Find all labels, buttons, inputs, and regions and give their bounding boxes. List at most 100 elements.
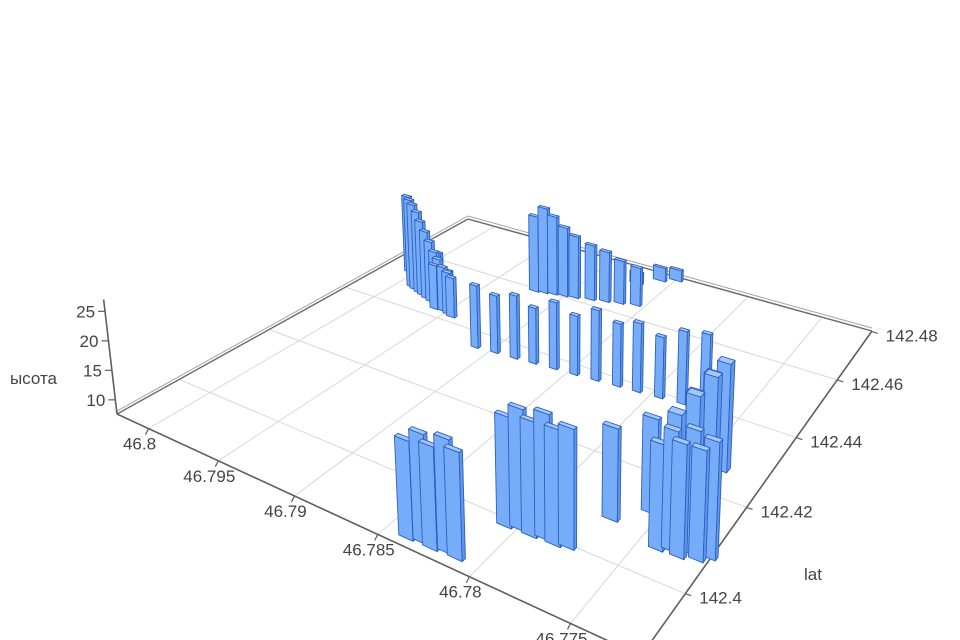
bar-face[interactable] — [401, 193, 412, 198]
bar-face[interactable] — [629, 265, 642, 307]
bar-face[interactable] — [632, 319, 645, 325]
bar-face[interactable] — [704, 433, 724, 444]
bar-face[interactable] — [537, 204, 551, 210]
bar-face[interactable] — [527, 304, 539, 310]
bar-face[interactable] — [546, 214, 558, 296]
bar-face[interactable] — [431, 255, 444, 261]
bar-face[interactable] — [568, 234, 579, 300]
bar3d-middle-row[interactable] — [631, 319, 645, 394]
bar-face[interactable] — [508, 291, 520, 297]
bar-face[interactable] — [664, 266, 668, 283]
bar-face[interactable] — [584, 241, 598, 247]
bar-face[interactable] — [452, 276, 458, 319]
bar-face[interactable] — [548, 298, 560, 304]
bar-face[interactable] — [441, 269, 453, 275]
bar-face[interactable] — [681, 269, 684, 283]
bar-face[interactable] — [590, 308, 600, 382]
bar3d-back-street[interactable] — [568, 232, 582, 300]
bar-face[interactable] — [704, 368, 723, 379]
bar-face[interactable] — [535, 306, 540, 365]
bar-face[interactable] — [408, 426, 428, 436]
bar-face[interactable] — [469, 281, 480, 287]
bar-face[interactable] — [537, 206, 549, 295]
bar-face[interactable] — [663, 423, 683, 433]
bar-face[interactable] — [573, 426, 578, 551]
bar-face[interactable] — [630, 263, 644, 269]
bar-face[interactable] — [403, 197, 415, 202]
bar3d-middle-row[interactable] — [569, 311, 581, 377]
bar-face[interactable] — [423, 238, 435, 243]
bar-face[interactable] — [557, 420, 578, 430]
bar3d-south-singles[interactable] — [601, 420, 622, 523]
bar-face[interactable] — [593, 244, 598, 302]
bar-face[interactable] — [655, 332, 667, 339]
bar-face[interactable] — [406, 201, 418, 206]
bar3d-back-street[interactable] — [557, 224, 571, 298]
bar-face[interactable] — [546, 213, 560, 218]
bar-face[interactable] — [428, 248, 440, 254]
bar3d-middle-row[interactable] — [548, 298, 560, 371]
bar-face[interactable] — [433, 431, 453, 441]
bar3d-middle-row[interactable] — [508, 291, 521, 360]
bar-face[interactable] — [608, 250, 612, 304]
bar-face[interactable] — [548, 300, 558, 371]
bar-face[interactable] — [556, 300, 560, 371]
bar3d-northwest-tall-row[interactable] — [444, 274, 458, 319]
bar-face[interactable] — [528, 214, 540, 293]
bar3d-middle-row[interactable] — [653, 332, 667, 400]
bar3d-southeast-cluster[interactable] — [668, 435, 691, 561]
bar-face[interactable] — [527, 305, 537, 365]
bar-face[interactable] — [639, 266, 644, 307]
bar3d-back-street-extension[interactable] — [613, 257, 627, 305]
bar-face[interactable] — [443, 443, 463, 454]
bar-face[interactable] — [691, 442, 711, 452]
bar-face[interactable] — [613, 258, 625, 305]
bar-face[interactable] — [653, 263, 668, 270]
bar-face[interactable] — [599, 249, 610, 304]
bar-face[interactable] — [584, 243, 596, 302]
bar-face[interactable] — [686, 387, 706, 398]
bar3d-middle-row[interactable] — [527, 304, 540, 365]
bar3d-south-cluster-1[interactable] — [443, 443, 466, 563]
bar-face[interactable] — [569, 313, 578, 377]
bar-face[interactable] — [557, 225, 569, 298]
bar3d-back-street-extension[interactable] — [629, 263, 644, 307]
bar-face[interactable] — [496, 294, 501, 355]
bar-face[interactable] — [508, 293, 518, 360]
bar-face[interactable] — [701, 330, 714, 336]
bar-face[interactable] — [623, 259, 627, 305]
bar-face[interactable] — [436, 263, 448, 269]
bar-face[interactable] — [590, 306, 603, 312]
bar-face[interactable] — [598, 308, 603, 382]
bar3d-flat-bars-back[interactable] — [668, 265, 684, 283]
bar-face[interactable] — [557, 224, 571, 229]
bar3d-southeast-cluster[interactable] — [688, 442, 711, 564]
bar-face[interactable] — [678, 327, 691, 333]
bar-face[interactable] — [717, 355, 736, 365]
bar-face[interactable] — [577, 235, 582, 300]
bar3d-south-cluster-2[interactable] — [557, 420, 578, 551]
bar-face[interactable] — [602, 420, 622, 430]
bar-face[interactable] — [576, 314, 581, 377]
bar-face[interactable] — [667, 405, 687, 417]
bar3d-middle-row[interactable] — [590, 306, 603, 382]
bar-face[interactable] — [516, 293, 521, 360]
bar-face[interactable] — [599, 248, 612, 254]
bar-face[interactable] — [507, 401, 527, 411]
bar3d-middle-row[interactable] — [489, 291, 501, 355]
bar3d-back-street-extension[interactable] — [599, 248, 612, 304]
bar3d-middle-row[interactable] — [469, 281, 482, 349]
bar-face[interactable] — [444, 274, 457, 280]
bar-face[interactable] — [671, 435, 691, 446]
bar-face[interactable] — [611, 321, 622, 388]
bar-face[interactable] — [685, 422, 705, 433]
bar-face[interactable] — [619, 321, 624, 388]
bar3d-middle-row[interactable] — [611, 319, 624, 388]
bar-face[interactable] — [669, 265, 684, 272]
bar-face[interactable] — [612, 319, 624, 325]
bar-face[interactable] — [533, 406, 553, 416]
bar3d-middle-row[interactable] — [676, 327, 691, 406]
bar-face[interactable] — [489, 291, 500, 297]
bar-face[interactable] — [414, 218, 426, 223]
bar-face[interactable] — [569, 311, 581, 317]
